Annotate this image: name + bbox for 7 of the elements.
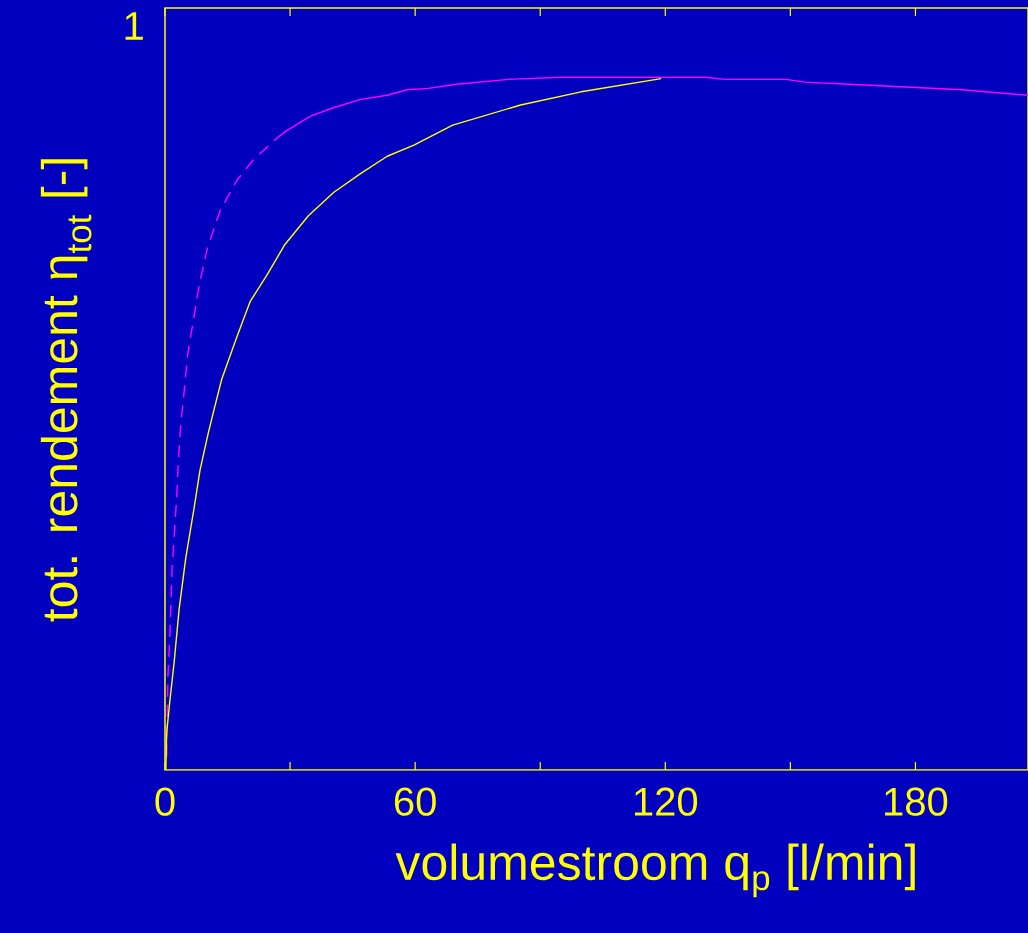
x-tick-label: 60 xyxy=(394,787,436,816)
x-axis-title: volumestroom q$_{p}$ [l/min] xyxy=(395,843,915,898)
x-tick-label: 180 xyxy=(885,787,948,816)
text: 1 xyxy=(125,12,143,40)
y-axis-title: tot. rendement η$_{tot}$ [-] xyxy=(40,159,92,622)
x-tick-label: 0 xyxy=(155,787,175,816)
x-tick-label: 120 xyxy=(634,787,698,816)
